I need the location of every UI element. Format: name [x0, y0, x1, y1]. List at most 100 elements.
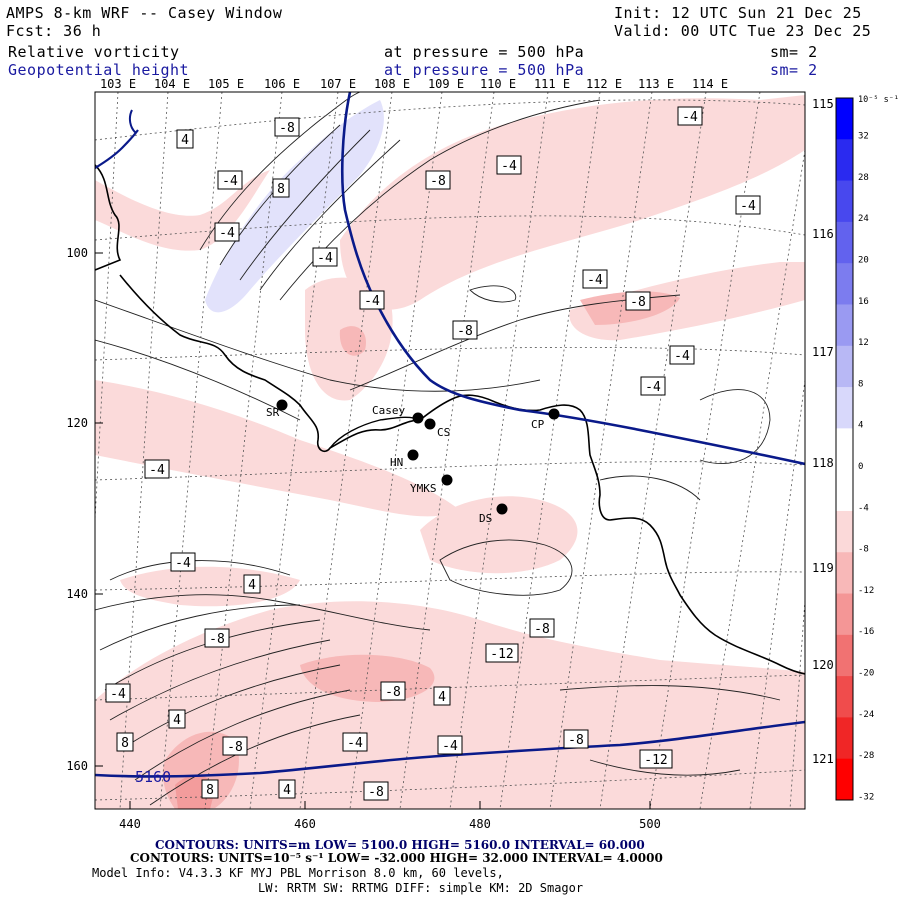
svg-text:-4: -4	[645, 380, 661, 395]
contour-label: -12	[485, 643, 519, 663]
y-tick-label: 160	[66, 759, 88, 773]
station-marker	[407, 449, 419, 461]
svg-text:-12: -12	[644, 753, 667, 768]
colorbar-label: 24	[858, 214, 869, 224]
contour-label: -4	[359, 290, 385, 310]
colorbar-label: 16	[858, 297, 869, 307]
colorbar-label: -20	[858, 668, 874, 678]
positive-vorticity-area	[205, 100, 384, 313]
contour-label: -8	[222, 736, 248, 756]
colorbar-label: 8	[858, 379, 863, 389]
svg-text:4: 4	[438, 690, 446, 705]
x-tick-label: 460	[294, 817, 316, 831]
svg-text:-8: -8	[568, 733, 584, 748]
station-marker	[412, 412, 424, 424]
svg-text:-8: -8	[630, 295, 646, 310]
colorbar-cell	[836, 469, 853, 512]
station-label: Casey	[372, 404, 405, 417]
contour-label: -8	[274, 117, 300, 137]
longitude-label: 103 E	[100, 77, 136, 91]
colorbar-cell	[836, 552, 853, 595]
contour-label-layer: -8 4 -4 8 -4 -4 -4 -8 -4 -8 -4 -4 -8 -4 -4 -4 -4 -4 4 -8 -8 -…	[105, 106, 761, 801]
longitude-label: 113 E	[638, 77, 674, 91]
forecast-hour: Fcst: 36 h	[6, 22, 102, 40]
station-marker	[424, 418, 436, 430]
svg-text:-8: -8	[534, 622, 550, 637]
station-label: HN	[390, 456, 403, 469]
x-tick-label: 440	[119, 817, 141, 831]
svg-text:8: 8	[277, 182, 285, 197]
svg-text:4: 4	[173, 713, 181, 728]
y-tick-label: 120	[66, 416, 88, 430]
contour-label: -4	[735, 195, 761, 215]
longitude-label: 110 E	[480, 77, 516, 91]
colorbar-label: -16	[858, 627, 874, 637]
contour-label: -8	[204, 628, 230, 648]
colorbar-cell	[836, 428, 853, 471]
colorbar-label: -24	[858, 710, 874, 720]
colorbar-label: 20	[858, 256, 869, 266]
svg-text:-4: -4	[317, 251, 333, 266]
geopotential-contour-5160	[128, 109, 137, 134]
station-marker	[496, 503, 508, 515]
y-tick-label: 140	[66, 587, 88, 601]
colorbar-cell	[836, 676, 853, 718]
colorbar-label: 28	[858, 173, 869, 183]
field2-name: Geopotential height	[8, 61, 190, 79]
colorbar-cell	[836, 98, 853, 140]
field1-smoothing: sm= 2	[770, 43, 818, 61]
contour-label: -4	[640, 376, 666, 396]
geopotential-contour-5160	[340, 92, 805, 466]
footer-physics-info: LW: RRTM SW: RRTMG DIFF: simple KM: 2D S…	[258, 881, 584, 895]
y-tick-label: 100	[66, 246, 88, 260]
colorbar: 32 28 24 20 16 12 8 4 0 -4 -8 -12 -16 -20 -24 -28 -32 10…	[835, 95, 899, 802]
colorbar-cell	[836, 510, 853, 553]
svg-text:-8: -8	[279, 121, 295, 136]
svg-text:-8: -8	[209, 632, 225, 647]
colorbar-label: -4	[858, 503, 869, 513]
contour-label: -8	[563, 729, 589, 749]
contour-label: -4	[582, 269, 608, 289]
contour-label: -4	[214, 222, 240, 242]
contour-label: -8	[625, 291, 651, 311]
init-time: Init: 12 UTC Sun 21 Dec 25	[614, 4, 862, 22]
contour-label: -8	[425, 170, 451, 190]
svg-text:-4: -4	[219, 226, 235, 241]
station-label: YMKS	[410, 482, 437, 495]
colorbar-frame	[835, 97, 854, 801]
footer-model-info: Model Info: V4.3.3 KF MYJ PBL Morrison 8…	[92, 866, 504, 880]
colorbar-cell	[836, 634, 853, 677]
station-label: CP	[531, 418, 545, 431]
geopotential-label: 5160	[135, 768, 171, 786]
footer-contours-vorticity: CONTOURS: UNITS=10⁻⁵ s⁻¹ LOW= -32.000 HI…	[130, 851, 663, 865]
svg-text:4: 4	[283, 783, 291, 798]
svg-text:-4: -4	[364, 294, 380, 309]
contour-label: 8	[116, 732, 134, 752]
geopotential-contour-5160	[95, 720, 805, 778]
station-layer: SR Casey CS CP HN YMKS DS	[266, 399, 560, 525]
svg-text:-4: -4	[740, 199, 756, 214]
svg-text:-8: -8	[385, 685, 401, 700]
colorbar-label: -28	[858, 751, 874, 761]
colorbar-cell	[836, 180, 853, 223]
contour-label: -8	[380, 681, 406, 701]
contour-label: 4	[168, 709, 186, 729]
colorbar-cell	[836, 758, 853, 801]
longitude-label: 108 E	[374, 77, 410, 91]
field1-level: at pressure = 500 hPa	[384, 43, 585, 61]
longitude-label: 104 E	[154, 77, 190, 91]
svg-text:-8: -8	[457, 324, 473, 339]
field2-smoothing: sm= 2	[770, 61, 818, 79]
colorbar-cell	[836, 387, 853, 429]
colorbar-cell	[836, 345, 853, 388]
colorbar-label: 0	[858, 462, 863, 472]
longitude-label: 106 E	[264, 77, 300, 91]
colorbar-cell	[836, 717, 853, 760]
colorbar-label: 4	[858, 421, 863, 431]
negative-vorticity-area	[339, 326, 366, 356]
svg-text:-8: -8	[368, 785, 384, 800]
svg-text:-4: -4	[442, 739, 458, 754]
contour-label: -4	[217, 170, 243, 190]
longitude-label: 107 E	[320, 77, 356, 91]
